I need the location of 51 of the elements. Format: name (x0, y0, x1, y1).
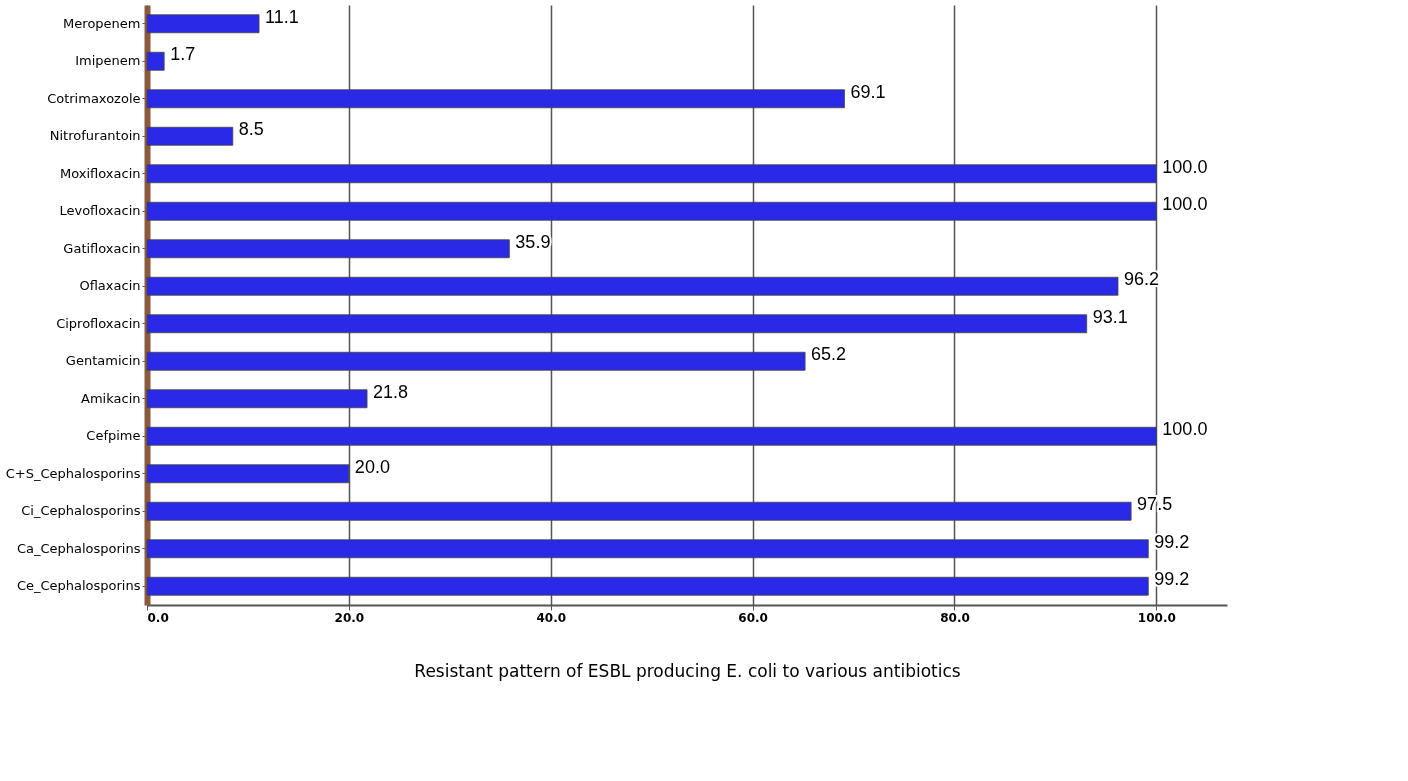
y-tick-label: Meropenem (63, 15, 141, 31)
y-tick-label: Oflaxacin (79, 278, 141, 294)
bar (146, 501, 1132, 521)
x-tick-label: 60.0 (738, 610, 768, 625)
y-tick-label: Cefpime (86, 428, 141, 444)
y-tick-label: Cotrimaxozole (47, 90, 141, 106)
data-label: 69.1 (850, 81, 886, 102)
data-label: 100.0 (1162, 156, 1208, 177)
bar (146, 576, 1149, 596)
bar (146, 276, 1119, 296)
data-label: 11.1 (265, 6, 299, 27)
x-tick-label: 40.0 (536, 610, 567, 625)
data-label: 1.7 (170, 44, 196, 65)
data-label: 65.2 (811, 344, 847, 365)
x-tick-label: 0.0 (147, 610, 169, 625)
data-label: 100.0 (1162, 419, 1208, 440)
bar (146, 351, 806, 371)
bar (146, 389, 368, 409)
bar (146, 464, 350, 484)
bar (146, 201, 1157, 221)
x-axis-title: Resistant pattern of ESBL producing E. coli to various antibiotics (414, 660, 961, 681)
x-tick-label: 80.0 (940, 610, 970, 625)
y-tick-label: C+S_Cephalosporins (5, 465, 141, 481)
y-tick-label: Ca_Cephalosporins (16, 540, 141, 556)
bar (146, 539, 1149, 559)
data-label: 20.0 (354, 456, 390, 477)
y-tick-label: Ci_Cephalosporins (21, 503, 141, 519)
x-tick-label: 100.0 (1137, 610, 1176, 625)
data-label: 8.5 (238, 119, 264, 140)
data-label: 21.8 (373, 381, 409, 402)
x-tick-label: 20.0 (334, 610, 365, 625)
data-label: 93.1 (1092, 306, 1128, 327)
y-tick-label: Amikacin (81, 390, 141, 406)
y-tick-label: Ce_Cephalosporins (16, 578, 141, 594)
y-tick-label: Nitrofurantoin (49, 128, 141, 144)
y-tick-label: Gentamicin (65, 353, 141, 369)
bar (146, 89, 845, 109)
bar (146, 51, 165, 71)
y-tick-label: Moxifloxacin (60, 165, 141, 181)
y-tick-label: Levofloxacin (59, 203, 141, 219)
bar (146, 314, 1088, 334)
bar (146, 126, 234, 146)
y-tick-label: Gatifloxacin (63, 240, 141, 256)
bar (146, 239, 510, 259)
data-label: 35.9 (515, 231, 551, 252)
bar (146, 426, 1157, 446)
bar (146, 164, 1157, 184)
bar (146, 14, 260, 34)
data-label: 100.0 (1162, 194, 1208, 215)
y-tick-label: Ciprofloxacin (56, 315, 141, 331)
y-tick-label: Imipenem (75, 53, 141, 69)
